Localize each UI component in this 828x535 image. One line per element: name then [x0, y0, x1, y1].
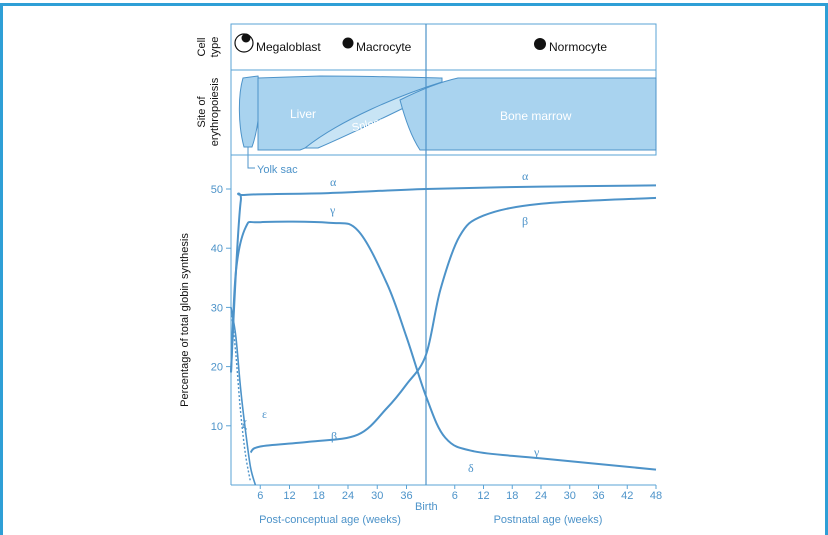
y-tick-label: 40	[211, 243, 223, 255]
x-tick-label: 24	[342, 490, 354, 502]
site-bone-marrow: Bone marrow	[500, 109, 572, 123]
x-tick-label: 12	[477, 490, 489, 502]
megaloblast-icon	[234, 33, 254, 53]
site-liver: Liver	[290, 107, 316, 121]
y-tick-label: 30	[211, 302, 223, 314]
x-tick-label: 6	[257, 490, 263, 502]
y-tick-label: 10	[211, 421, 223, 433]
x-axis-label-postnatal: Postnatal age (weeks)	[494, 514, 603, 526]
series-label-β: β	[522, 214, 528, 228]
yolk-sac-leader	[247, 147, 255, 169]
cell-normocyte: Normocyte	[549, 40, 607, 54]
site-label-2: erythropoiesis	[209, 77, 221, 146]
macrocyte-icon	[342, 37, 354, 49]
x-tick-label: 18	[313, 490, 325, 502]
series-label-ζ: ζ	[242, 417, 247, 431]
site-yolk-sac: Yolk sac	[257, 164, 298, 176]
series-label-β: β	[331, 429, 337, 443]
series-label-γ: γ	[329, 203, 336, 217]
series-line-β	[249, 196, 657, 454]
y-tick-label: 20	[211, 362, 223, 374]
x-axis-label-prenatal: Post-conceptual age (weeks)	[259, 514, 401, 526]
cell-megaloblast: Megaloblast	[256, 40, 321, 54]
bone-marrow-shape	[399, 77, 657, 151]
series-label-γ: γ	[533, 445, 540, 459]
series-label-ε: ε	[262, 407, 267, 421]
cell-type-label-2: type	[209, 37, 221, 58]
series-label-δ: δ	[468, 461, 474, 475]
yolk-sac-shape	[238, 75, 261, 148]
series-label-α: α	[522, 169, 529, 183]
x-tick-label: 48	[650, 490, 662, 502]
x-tick-label: 18	[506, 490, 518, 502]
x-tick-label: 30	[564, 490, 576, 502]
x-tick-label: 30	[371, 490, 383, 502]
x-ticks: 6 12 18 24 30 36 6 12 18 24 30 36 42 48	[257, 485, 662, 502]
site-shapes	[238, 75, 657, 151]
birth-label: Birth	[415, 501, 438, 513]
series-lines	[230, 184, 657, 486]
x-tick-label: 42	[621, 490, 633, 502]
x-tick-label: 36	[592, 490, 604, 502]
series-line-γ	[230, 220, 657, 471]
x-tick-label: 12	[283, 490, 295, 502]
x-tick-label: 36	[400, 490, 412, 502]
series-line-ε	[230, 307, 257, 486]
cell-type-label-1: Cell	[196, 38, 208, 57]
y-axis-label: Percentage of total globin synthesis	[179, 233, 191, 407]
y-ticks: 10 20 30 40 50	[211, 184, 231, 433]
cell-macrocyte: Macrocyte	[356, 40, 412, 54]
x-tick-label: 24	[535, 490, 547, 502]
normocyte-icon	[534, 38, 546, 50]
site-label-1: Site of	[196, 95, 208, 127]
series-label-α: α	[330, 175, 337, 189]
x-tick-label: 6	[452, 490, 458, 502]
y-tick-label: 50	[211, 184, 223, 196]
